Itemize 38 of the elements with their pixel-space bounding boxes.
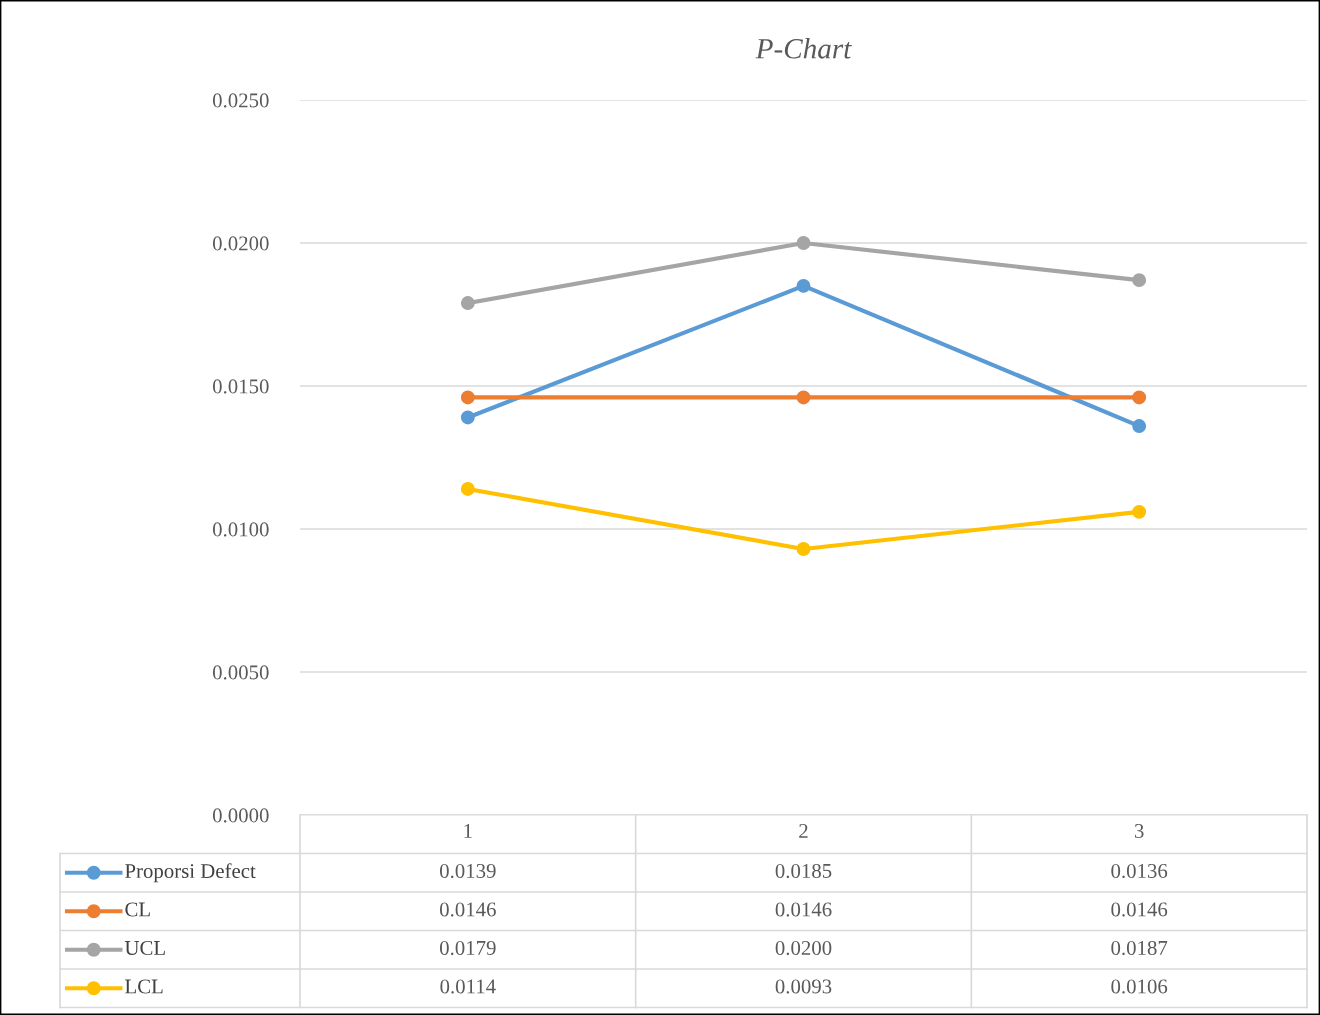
chart-title: P-Chart — [755, 38, 852, 59]
legend-label: Proporsi Defect — [125, 863, 256, 883]
y-tick-label: 0.0250 — [212, 93, 269, 108]
point — [460, 482, 475, 496]
data-label: 0.0093 — [775, 979, 832, 994]
y-tick-label: 0.0050 — [212, 665, 269, 680]
data-label: 0.0146 — [1111, 902, 1168, 917]
x-tick-label: 3 — [1134, 823, 1144, 838]
data-label: 0.0146 — [775, 902, 832, 917]
point — [1132, 419, 1147, 433]
point — [1132, 390, 1147, 405]
point — [460, 390, 475, 405]
point — [1132, 504, 1147, 519]
legend-label: CL — [125, 902, 150, 917]
x-tick-label: 1 — [464, 824, 472, 838]
point — [1132, 273, 1147, 288]
y-tick-label: 0.0200 — [212, 236, 269, 251]
data-label: 0.0136 — [1111, 863, 1168, 879]
point — [460, 410, 475, 425]
point — [796, 542, 811, 556]
data-label: 0.0187 — [1111, 940, 1168, 956]
y-tick-label: 0.0100 — [212, 522, 269, 537]
data-label: 0.0106 — [1111, 979, 1168, 994]
data-label: 0.0146 — [439, 902, 496, 917]
legend-label: LCL — [125, 979, 163, 994]
data-label: 0.0200 — [775, 940, 832, 956]
y-tick-label: 0.0000 — [212, 808, 269, 823]
point — [796, 236, 811, 250]
x-tick-label: 2 — [799, 823, 808, 838]
point — [460, 296, 475, 311]
point — [796, 278, 811, 293]
data-label: 0.0114 — [440, 979, 496, 994]
data-label: 0.0179 — [439, 940, 496, 956]
point — [796, 390, 811, 405]
data-label: 0.0185 — [775, 863, 832, 879]
data-label: 0.0139 — [439, 863, 496, 879]
y-tick-label: 0.0150 — [212, 379, 269, 394]
legend-label: UCL — [124, 940, 165, 955]
